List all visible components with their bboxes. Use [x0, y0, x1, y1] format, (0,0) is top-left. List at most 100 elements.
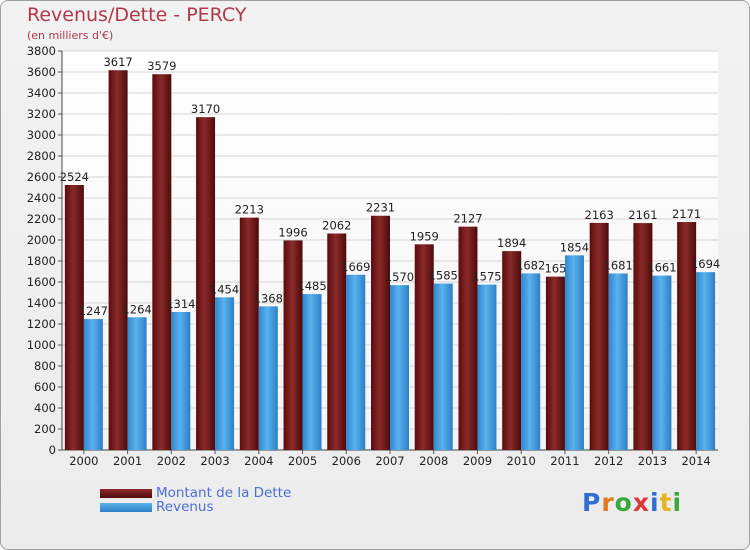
- bar-dette: [589, 222, 609, 450]
- legend-label-revenus: Revenus: [156, 499, 214, 515]
- bar-dette: [458, 226, 478, 450]
- data-label-revenus: 1264: [122, 302, 151, 316]
- data-label-revenus: 1570: [385, 270, 414, 284]
- bar-revenus: [564, 255, 584, 450]
- bar-dette: [414, 244, 434, 450]
- y-tick-label: 200: [34, 422, 56, 436]
- x-tick-label: 2004: [244, 454, 273, 468]
- data-label-revenus: 1368: [254, 291, 283, 305]
- legend-label-dette: Montant de la Dette: [156, 485, 292, 501]
- data-label-dette: 2062: [322, 218, 351, 232]
- y-tick-label: 3000: [27, 128, 56, 142]
- bar-dette: [152, 74, 172, 450]
- data-label-dette: 3170: [191, 102, 220, 116]
- y-tick-label: 1600: [27, 275, 56, 289]
- x-tick-label: 2000: [69, 454, 98, 468]
- bar-revenus: [215, 297, 235, 450]
- y-tick-label: 1000: [27, 338, 56, 352]
- bar-dette: [196, 117, 216, 451]
- y-tick-label: 2400: [27, 191, 56, 205]
- y-tick-label: 1400: [27, 296, 56, 310]
- y-tick-label: 3800: [27, 44, 56, 58]
- data-label-revenus: 1681: [604, 258, 633, 272]
- bar-revenus: [477, 284, 497, 450]
- legend-swatch-revenus: [100, 503, 152, 512]
- y-tick-label: 3200: [27, 107, 56, 121]
- data-label-revenus: 1575: [472, 270, 501, 284]
- data-label-dette: 1959: [410, 229, 439, 243]
- y-tick-label: 2000: [27, 233, 56, 247]
- x-tick-label: 2014: [681, 454, 710, 468]
- bar-dette: [327, 233, 347, 450]
- data-label-dette: 2163: [585, 208, 614, 222]
- y-tick-label: 0: [49, 443, 56, 457]
- data-label-dette: 2524: [60, 170, 89, 184]
- data-label-dette: 3579: [147, 59, 176, 73]
- bar-dette: [371, 215, 390, 450]
- data-label-dette: 3617: [103, 55, 132, 69]
- data-label-revenus: 1454: [210, 282, 239, 296]
- x-tick-label: 2005: [288, 454, 317, 468]
- bar-revenus: [83, 319, 103, 450]
- data-label-revenus: 1694: [691, 257, 720, 271]
- y-tick-label: 3600: [27, 65, 56, 79]
- y-tick-label: 2800: [27, 149, 56, 163]
- data-label-dette: 2171: [672, 207, 701, 221]
- data-label-revenus: 1247: [79, 304, 108, 318]
- x-tick-label: 2011: [550, 454, 579, 468]
- logo-letter: o: [614, 488, 633, 517]
- bar-dette: [64, 184, 84, 451]
- logo-letter: t: [659, 488, 673, 517]
- logo-letter: r: [601, 488, 615, 517]
- bar-revenus: [127, 317, 147, 450]
- x-tick-label: 2006: [332, 454, 361, 468]
- bar-dette: [677, 222, 697, 450]
- x-tick-label: 2012: [594, 454, 623, 468]
- x-tick-label: 2001: [113, 454, 142, 468]
- chart-title: Revenus/Dette - PERCY: [27, 4, 247, 26]
- data-label-revenus: 1669: [341, 260, 370, 274]
- x-tick-label: 2009: [463, 454, 492, 468]
- data-label-dette: 2161: [628, 208, 657, 222]
- chart-subtitle: (en milliers d'€): [27, 29, 114, 42]
- y-tick-label: 800: [34, 359, 56, 373]
- bar-dette: [283, 240, 303, 450]
- data-label-revenus: 1314: [166, 297, 195, 311]
- x-tick-label: 2002: [157, 454, 186, 468]
- data-label-revenus: 1854: [560, 240, 589, 254]
- bar-revenus: [302, 294, 322, 450]
- logo-letter: x: [632, 488, 650, 517]
- bar-revenus: [696, 272, 716, 450]
- bar-revenus: [608, 273, 628, 450]
- data-label-dette: 2127: [453, 212, 482, 226]
- logo-letter: i: [650, 488, 660, 517]
- bar-dette: [633, 223, 653, 450]
- bar-revenus: [433, 283, 453, 450]
- bar-dette: [239, 217, 259, 450]
- logo-letter: P: [582, 488, 602, 517]
- y-tick-label: 1800: [27, 254, 56, 268]
- y-tick-label: 600: [34, 380, 56, 394]
- data-label-revenus: 1585: [429, 269, 458, 283]
- data-label-revenus: 1661: [647, 261, 676, 275]
- x-tick-label: 2008: [419, 454, 448, 468]
- y-tick-label: 2600: [27, 170, 56, 184]
- x-tick-label: 2010: [507, 454, 536, 468]
- x-tick-label: 2003: [200, 454, 229, 468]
- data-label-dette: 2231: [366, 201, 395, 215]
- bar-dette: [502, 251, 522, 450]
- data-label-revenus: 1682: [516, 258, 545, 272]
- bar-dette: [108, 70, 128, 450]
- bar-dette: [545, 276, 565, 450]
- x-tick-label: 2013: [638, 454, 667, 468]
- bar-revenus: [652, 275, 672, 450]
- plot-area: 0 200 400 600 800 1000 1200 1400 1600 1800 2000 220…: [27, 44, 721, 468]
- legend-swatch-dette: [100, 489, 152, 498]
- bar-revenus: [521, 273, 541, 450]
- bar-revenus: [171, 312, 191, 450]
- y-tick-label: 1200: [27, 317, 56, 331]
- bar-revenus: [258, 306, 278, 450]
- proxiti-logo: Proxiti: [582, 488, 682, 517]
- bar-revenus: [346, 274, 366, 450]
